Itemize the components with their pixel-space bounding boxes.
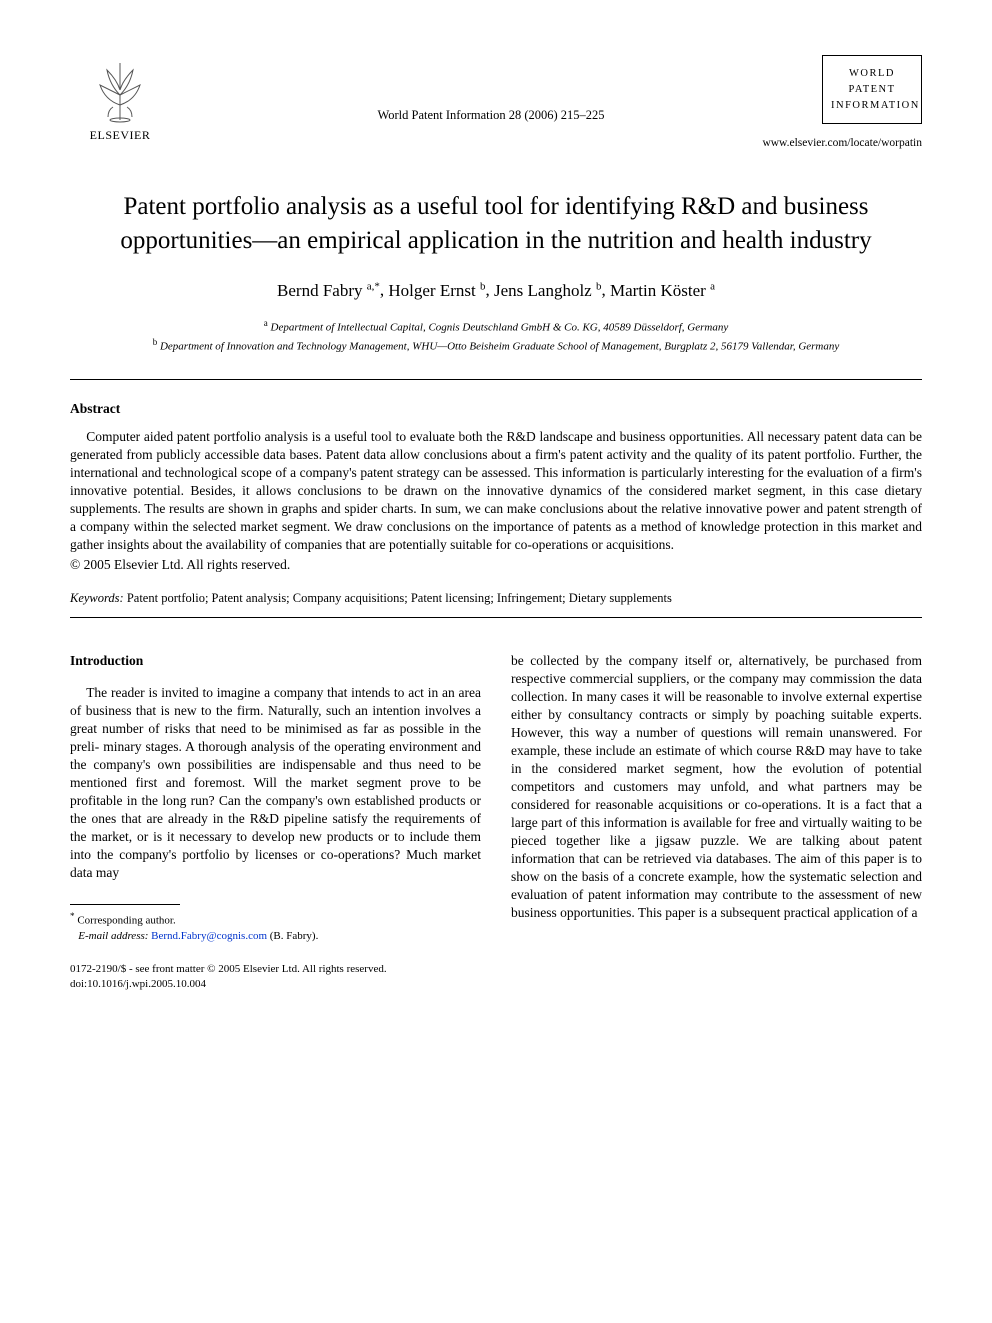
affiliation-a: a Department of Intellectual Capital, Co… xyxy=(70,317,922,336)
keywords-text: Patent portfolio; Patent analysis; Compa… xyxy=(124,591,672,605)
author: Bernd Fabry a,* xyxy=(277,281,380,300)
author-email-link[interactable]: Bernd.Fabry@cognis.com xyxy=(151,930,267,942)
abstract-text: Computer aided patent portfolio analysis… xyxy=(70,428,922,554)
footer-meta: 0172-2190/$ - see front matter © 2005 El… xyxy=(70,962,922,993)
journal-box-line: PATENT xyxy=(831,82,913,98)
publisher-logo-block: ELSEVIER xyxy=(70,55,170,143)
author-list: Bernd Fabry a,*, Holger Ernst b, Jens La… xyxy=(70,279,922,303)
corresponding-author-note: * Corresponding author. xyxy=(70,910,481,929)
email-line: E-mail address: Bernd.Fabry@cognis.com (… xyxy=(70,929,481,944)
footer-doi: doi:10.1016/j.wpi.2005.10.004 xyxy=(70,977,922,992)
rule-top xyxy=(70,379,922,380)
abstract-heading: Abstract xyxy=(70,400,922,418)
journal-title-box: WORLD PATENT INFORMATION xyxy=(822,55,922,124)
journal-box-line: INFORMATION xyxy=(831,98,913,114)
keywords: Keywords: Patent portfolio; Patent analy… xyxy=(70,590,922,607)
intro-paragraph: The reader is invited to imagine a compa… xyxy=(70,684,481,881)
footer-front-matter: 0172-2190/$ - see front matter © 2005 El… xyxy=(70,962,922,977)
article-title: Patent portfolio analysis as a useful to… xyxy=(100,190,892,258)
affiliations: a Department of Intellectual Capital, Co… xyxy=(70,317,922,355)
abstract-section: Abstract Computer aided patent portfolio… xyxy=(70,400,922,574)
journal-box-wrap: WORLD PATENT INFORMATION www.elsevier.co… xyxy=(812,55,922,152)
journal-url: www.elsevier.com/locate/worpatin xyxy=(762,136,922,152)
column-right: be collected by the company itself or, a… xyxy=(511,652,922,944)
author: Jens Langholz b xyxy=(494,281,601,300)
intro-paragraph-cont: be collected by the company itself or, a… xyxy=(511,652,922,921)
keywords-label: Keywords: xyxy=(70,591,124,605)
affiliation-b: b Department of Innovation and Technolog… xyxy=(70,336,922,355)
intro-heading: Introduction xyxy=(70,652,481,670)
footnotes: * Corresponding author. E-mail address: … xyxy=(70,910,481,944)
column-left: Introduction The reader is invited to im… xyxy=(70,652,481,944)
rule-bottom xyxy=(70,617,922,618)
footnote-rule xyxy=(70,904,180,905)
page-header: ELSEVIER World Patent Information 28 (20… xyxy=(70,55,922,152)
elsevier-tree-icon xyxy=(85,55,155,125)
journal-box-line: WORLD xyxy=(831,66,913,82)
publisher-name: ELSEVIER xyxy=(90,127,151,143)
journal-reference: World Patent Information 28 (2006) 215–2… xyxy=(170,55,812,124)
author: Martin Köster a xyxy=(610,281,715,300)
abstract-copyright: © 2005 Elsevier Ltd. All rights reserved… xyxy=(70,556,922,574)
body-columns: Introduction The reader is invited to im… xyxy=(70,652,922,944)
author: Holger Ernst b xyxy=(388,281,485,300)
